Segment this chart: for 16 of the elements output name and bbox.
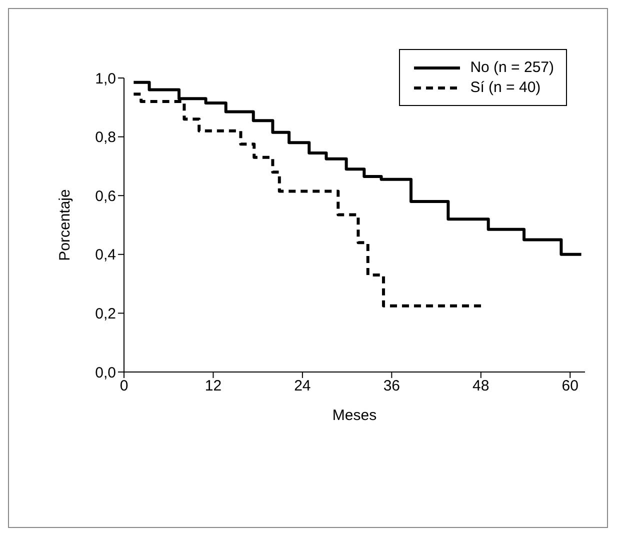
y-axis-title: Porcentaje: [56, 189, 74, 261]
x-tick-label: 60: [562, 378, 578, 395]
x-tick-label: 48: [472, 378, 490, 395]
legend-label: No (n = 257): [470, 59, 554, 76]
y-tick-label: 0,4: [95, 246, 116, 264]
x-tick-label: 0: [120, 378, 128, 395]
x-tick-label: 12: [204, 378, 222, 395]
legend-label: Sí (n = 40): [470, 79, 541, 96]
y-tick-label: 0,2: [95, 306, 116, 323]
y-tick-label: 1,0: [95, 70, 116, 88]
x-tick-label: 24: [294, 378, 311, 395]
y-tick-label: 0,0: [95, 364, 116, 382]
x-axis-title: Meses: [332, 407, 377, 424]
y-tick-label: 0,6: [95, 188, 116, 205]
y-tick-label: 0,8: [95, 129, 116, 146]
x-tick-label: 36: [383, 378, 400, 395]
